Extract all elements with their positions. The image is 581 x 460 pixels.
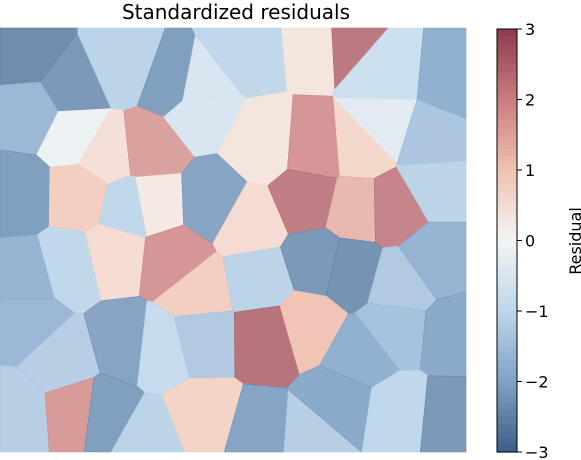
colorbar-band bbox=[497, 92, 517, 101]
voronoi-cell bbox=[397, 221, 467, 300]
colorbar-band bbox=[497, 240, 517, 249]
colorbar-band bbox=[497, 318, 517, 326]
colorbar-tick-label: −1 bbox=[525, 302, 549, 321]
colorbar-band bbox=[497, 437, 517, 446]
colorbar-band bbox=[497, 29, 517, 37]
colorbar-tick-label: −2 bbox=[525, 373, 549, 392]
colorbar-band bbox=[497, 275, 517, 284]
colorbar-band bbox=[497, 388, 517, 397]
colorbar-band bbox=[497, 303, 517, 312]
colorbar-band bbox=[497, 99, 517, 108]
colorbar-band bbox=[497, 120, 517, 129]
colorbar-band bbox=[497, 311, 517, 319]
colorbar-band bbox=[497, 148, 517, 157]
colorbar-band bbox=[497, 219, 517, 227]
colorbar-band bbox=[497, 50, 517, 58]
colorbar-band bbox=[497, 233, 517, 242]
colorbar-tick-label: 3 bbox=[525, 20, 535, 39]
colorbar-band bbox=[497, 282, 517, 291]
colorbar-band bbox=[497, 261, 517, 270]
colorbar-band bbox=[497, 205, 517, 213]
colorbar-tick-label: 2 bbox=[525, 91, 535, 110]
colorbar-band bbox=[497, 381, 517, 390]
colorbar-band bbox=[497, 43, 517, 51]
colorbar-band bbox=[497, 254, 517, 263]
colorbar-band bbox=[497, 430, 517, 439]
colorbar-band bbox=[497, 184, 517, 192]
colorbar-band bbox=[497, 395, 517, 404]
colorbar-band bbox=[497, 374, 517, 383]
colorbar-band bbox=[497, 85, 517, 94]
colorbar-band bbox=[497, 296, 517, 305]
colorbar-band bbox=[497, 191, 517, 199]
colorbar-tick-label: 1 bbox=[525, 161, 535, 180]
voronoi-cell bbox=[419, 375, 467, 453]
colorbar-tick-label: 0 bbox=[525, 232, 535, 251]
colorbar-band bbox=[497, 402, 517, 411]
colorbar-label: Residual bbox=[566, 207, 581, 275]
voronoi-cell bbox=[287, 94, 341, 179]
voronoi-cell bbox=[280, 27, 336, 97]
colorbar-band bbox=[497, 78, 517, 86]
colorbar-band bbox=[497, 212, 517, 220]
colorbar-band bbox=[497, 289, 517, 298]
colorbar-band bbox=[497, 409, 517, 418]
colorbar-band bbox=[497, 226, 517, 235]
colorbar-band bbox=[497, 339, 517, 347]
colorbar-band bbox=[497, 268, 517, 277]
colorbar-band bbox=[497, 353, 517, 361]
colorbar-band bbox=[497, 423, 517, 432]
voronoi-cell bbox=[287, 365, 373, 453]
colorbar-band bbox=[497, 141, 517, 150]
voronoi-map bbox=[0, 27, 467, 453]
chart-title: Standardized residuals bbox=[122, 0, 350, 24]
colorbar-band bbox=[497, 325, 517, 333]
colorbar-band bbox=[497, 367, 517, 376]
colorbar-band bbox=[497, 36, 517, 44]
colorbar-band bbox=[497, 346, 517, 354]
colorbar-band bbox=[497, 57, 517, 65]
colorbar-band bbox=[497, 134, 517, 143]
voronoi-cell bbox=[396, 160, 467, 223]
colorbar-band bbox=[497, 64, 517, 72]
colorbar-band bbox=[497, 170, 517, 178]
colorbar-band bbox=[497, 332, 517, 340]
colorbar-band bbox=[497, 113, 517, 122]
colorbar: 3 2 1 0 −1 −2 −3 bbox=[496, 20, 549, 460]
colorbar-band bbox=[497, 444, 517, 453]
voronoi-cell bbox=[0, 149, 51, 238]
colorbar-band bbox=[497, 198, 517, 206]
colorbar-band bbox=[497, 162, 517, 171]
colorbar-band bbox=[497, 155, 517, 164]
colorbar-band bbox=[497, 247, 517, 256]
colorbar-band bbox=[497, 71, 517, 79]
colorbar-band bbox=[497, 360, 517, 368]
colorbar-band bbox=[497, 416, 517, 425]
colorbar-band bbox=[497, 127, 517, 136]
colorbar-tick-label: −3 bbox=[525, 443, 549, 460]
colorbar-band bbox=[497, 177, 517, 185]
colorbar-band bbox=[497, 106, 517, 115]
